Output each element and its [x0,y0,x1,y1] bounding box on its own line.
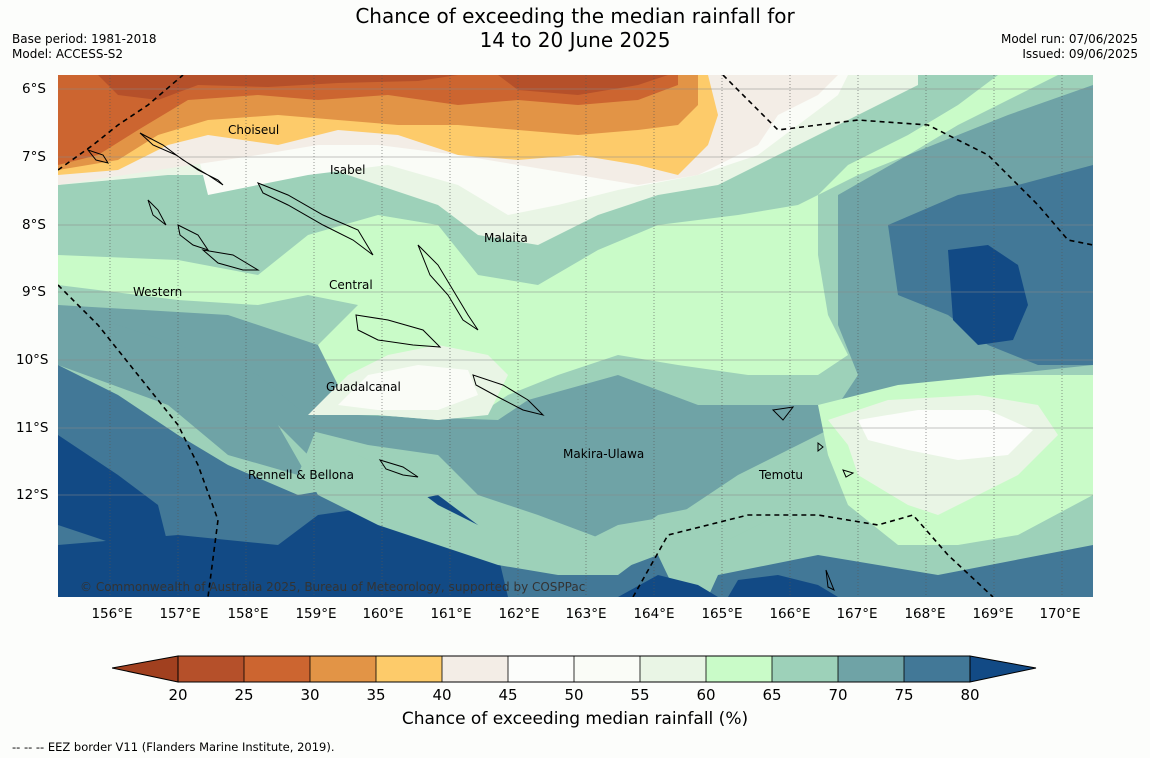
lat-label: 12°S [16,487,49,503]
map-title-line1: Chance of exceeding the median rainfall … [355,4,795,28]
colorbar-bin [706,656,772,682]
rainfall-map: © Commonwealth of Australia 2025, Bureau… [58,75,1093,597]
lon-label: 156°E [91,606,133,622]
lat-label: 9°S [22,284,46,300]
colorbar-label: 35 [366,686,386,704]
lat-label: 10°S [16,352,49,368]
province-label-makira-ulawa: Makira-Ulawa [563,447,644,461]
lon-label: 162°E [498,606,540,622]
colorbar-arrow-high [969,655,1037,683]
lon-label: 161°E [430,606,472,622]
lon-label: 169°E [972,606,1014,622]
lon-label: 159°E [295,606,337,622]
colorbar-label: 20 [168,686,188,704]
colorbar-bin [508,656,574,682]
province-label-guadalcanal: Guadalcanal [326,380,401,394]
map-title-line2: 14 to 20 June 2025 [479,28,671,52]
lon-label: 170°E [1039,606,1081,622]
province-label-temotu: Temotu [758,468,803,482]
colorbar-label: 30 [300,686,320,704]
region-above-80 [58,435,168,545]
colorbar-bin [442,656,508,682]
lon-label: 163°E [565,606,607,622]
province-labels: Choiseul Isabel Malaita Western Central … [133,123,803,482]
colorbar-label: 65 [762,686,782,704]
colorbar-bin [244,656,310,682]
colorbar-label: 70 [828,686,848,704]
province-label-central: Central [329,278,373,292]
colorbar-bin [178,656,244,682]
region-20-25 [98,75,458,100]
issued-date: Issued: 09/06/2025 [1022,47,1138,61]
colorbar-label: 50 [564,686,584,704]
lon-label: 165°E [701,606,743,622]
province-label-western: Western [133,285,182,299]
province-label-rennell-bellona: Rennell & Bellona [248,468,354,482]
province-label-isabel: Isabel [330,163,365,177]
lon-label: 158°E [227,606,269,622]
lon-label: 157°E [159,606,201,622]
colorbar-title: Chance of exceeding median rainfall (%) [401,709,749,729]
lat-label: 11°S [16,420,49,436]
province-label-choiseul: Choiseul [228,123,279,137]
copyright: © Commonwealth of Australia 2025, Bureau… [80,580,585,594]
colorbar-bin [772,656,838,682]
lat-label: 8°S [22,217,46,233]
model-name: Model: ACCESS-S2 [12,47,124,61]
lat-label: 7°S [22,149,46,165]
colorbar-label: 45 [498,686,518,704]
colorbar-bin [310,656,376,682]
lon-label: 167°E [836,606,878,622]
colorbar-label: 75 [894,686,914,704]
colorbar-label: 60 [696,686,716,704]
colorbar-bin [904,656,970,682]
base-period: Base period: 1981-2018 [12,32,157,46]
colorbar-arrow-low [112,655,179,683]
lon-label: 164°E [633,606,675,622]
eez-border [58,75,1093,597]
lon-label: 166°E [769,606,811,622]
graticule [109,75,1063,597]
lon-label: 168°E [904,606,946,622]
colorbar-bin [574,656,640,682]
region-25-30 [58,75,678,165]
colorbar-label: 25 [234,686,254,704]
lat-label: 6°S [22,81,46,97]
colorbar-bin [838,656,904,682]
colorbar [112,655,1037,683]
model-run: Model run: 07/06/2025 [1000,32,1138,46]
colorbar-label: 55 [630,686,650,704]
colorbar-label: 80 [960,686,980,704]
coastlines [86,132,855,592]
colorbar-label: 40 [432,686,452,704]
region-60-65 [58,75,1058,420]
colorbar-bin [376,656,442,682]
province-label-malaita: Malaita [484,231,528,245]
colorbar-bin [640,656,706,682]
footnote: -- -- -- EEZ border V11 (Flanders Marine… [12,740,335,754]
lon-label: 160°E [362,606,404,622]
